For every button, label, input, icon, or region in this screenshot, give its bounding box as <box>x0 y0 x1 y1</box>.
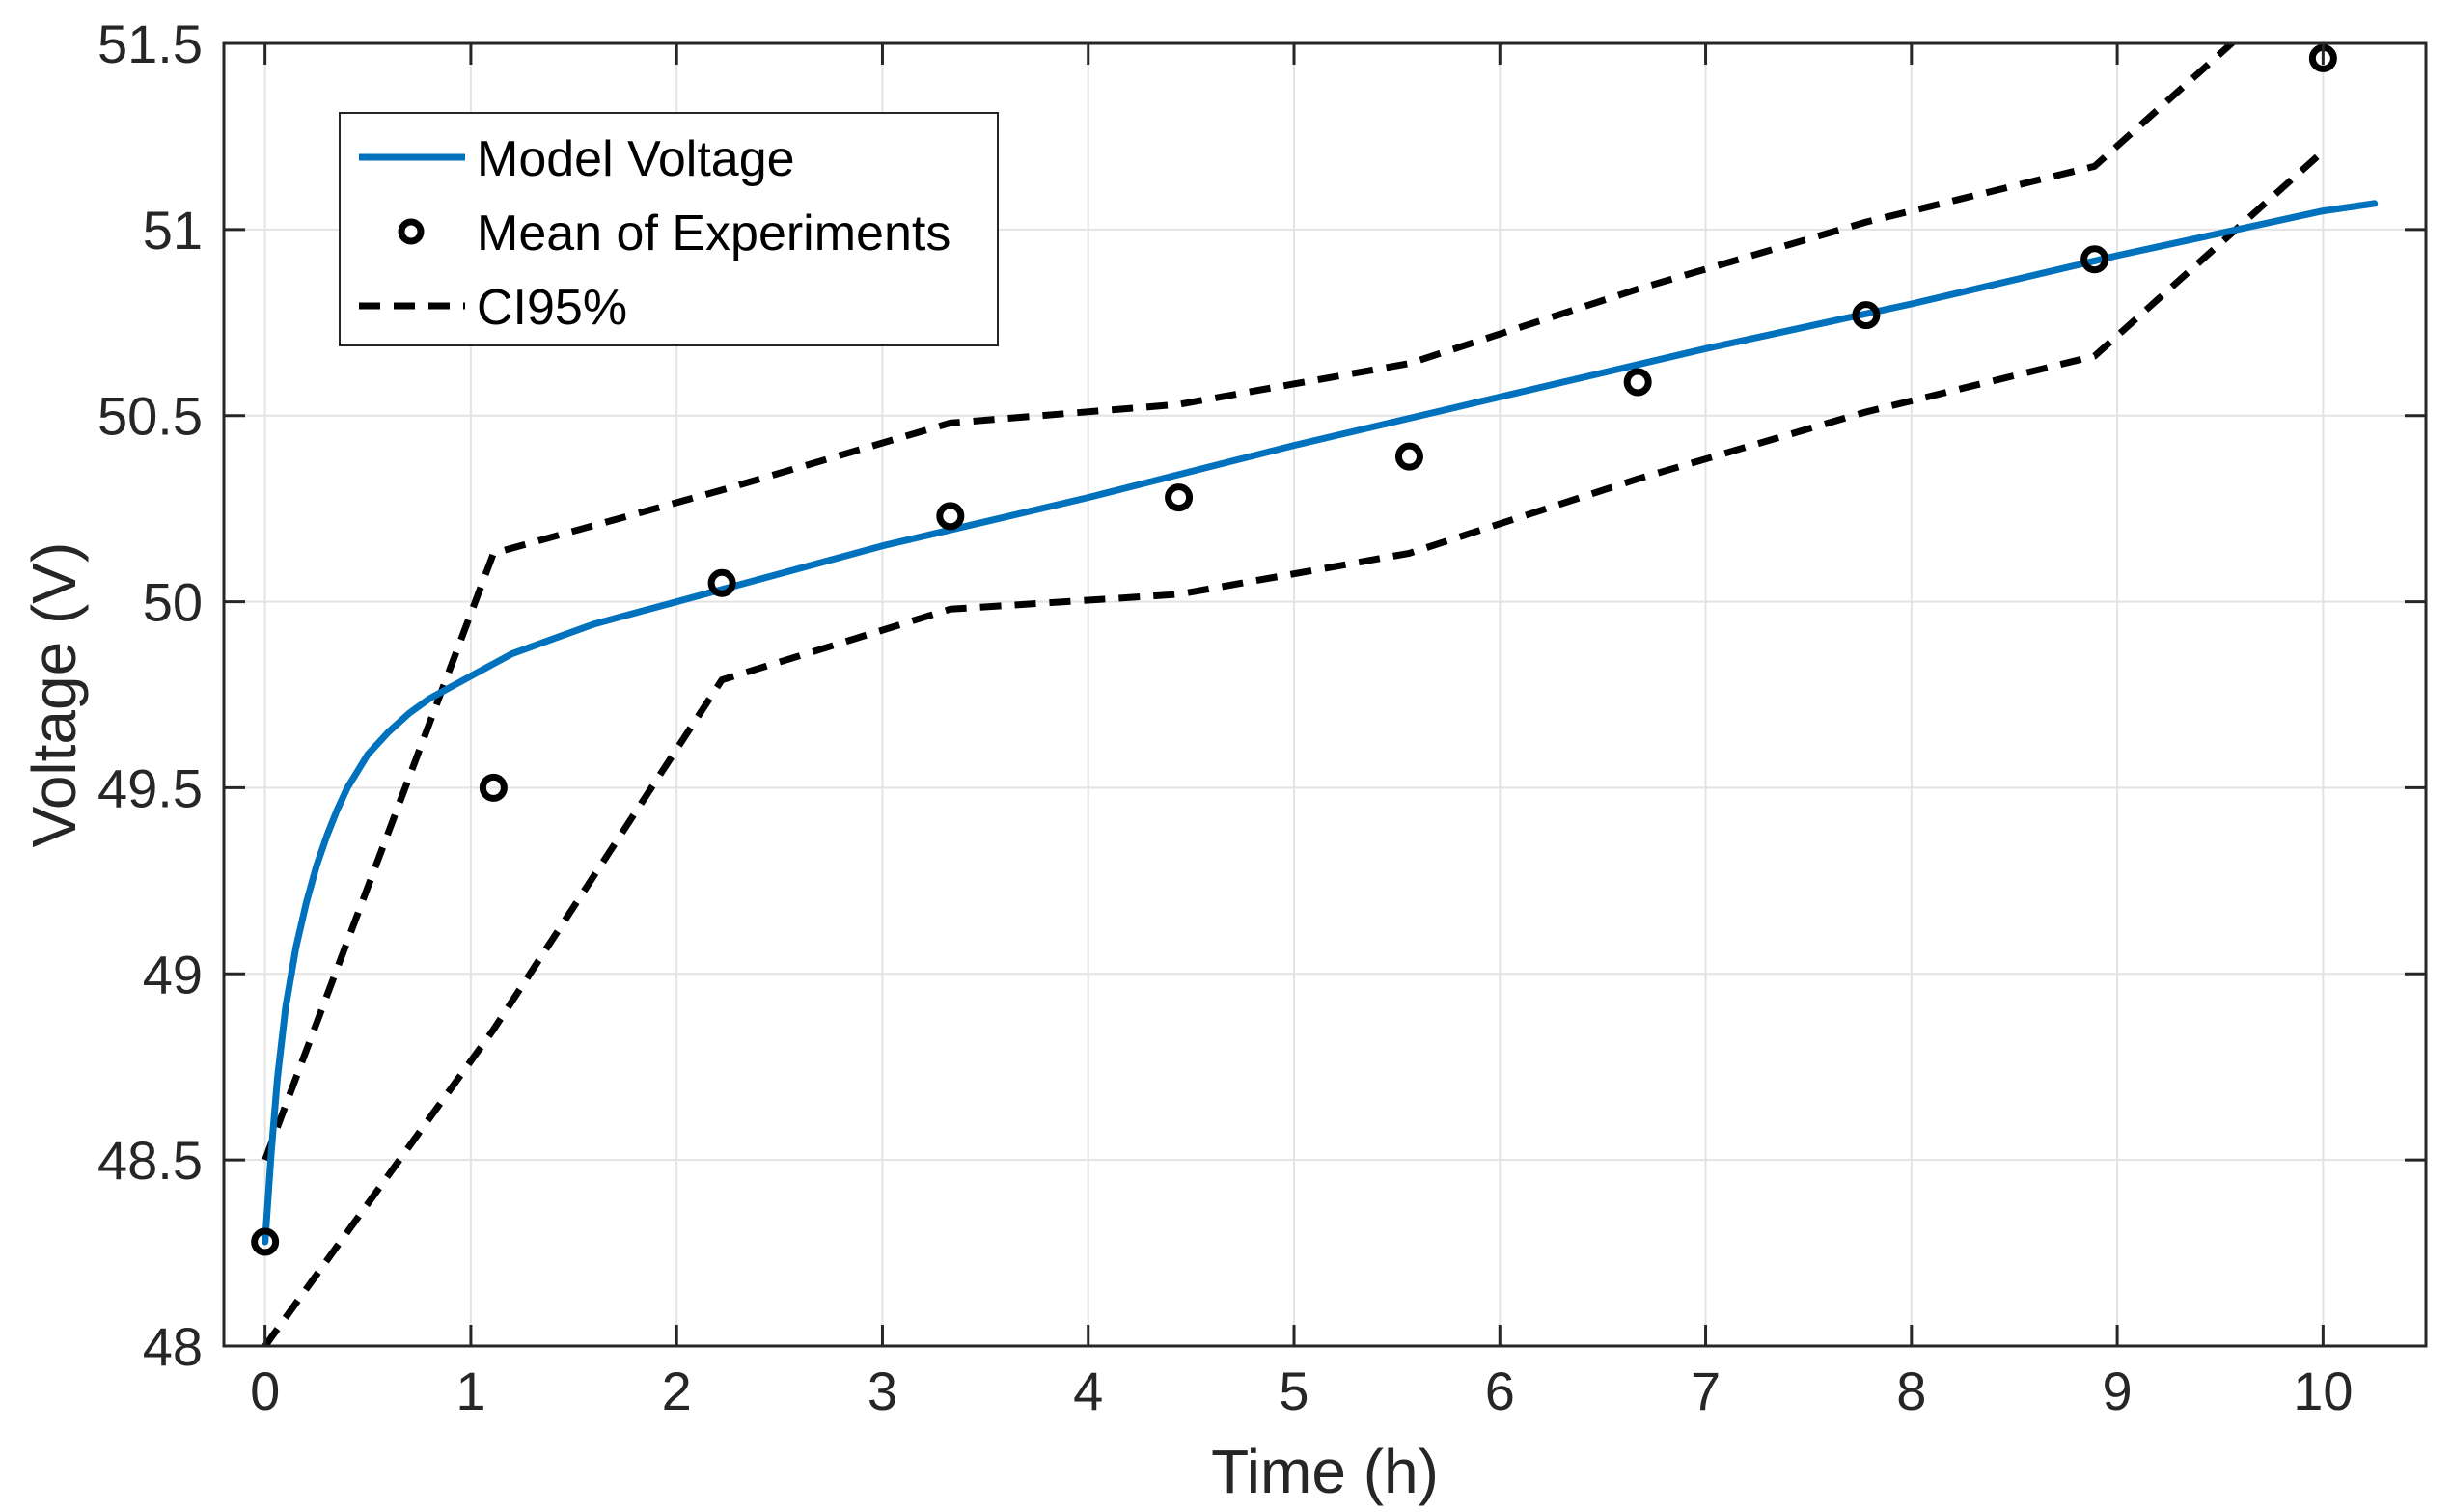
x-tick-label: 0 <box>250 1361 280 1421</box>
y-tick-label: 51 <box>143 200 203 261</box>
x-axis-label: Time (h) <box>1211 1437 1439 1506</box>
x-tick-label: 4 <box>1073 1361 1103 1421</box>
y-tick-label: 51.5 <box>97 14 203 74</box>
x-tick-label: 5 <box>1279 1361 1309 1421</box>
x-tick-label: 3 <box>868 1361 897 1421</box>
y-tick-label: 48 <box>143 1316 203 1377</box>
y-tick-label: 50.5 <box>97 386 203 447</box>
x-tick-label: 2 <box>662 1361 692 1421</box>
voltage-chart: 0 1 2 3 4 5 6 7 8 9 10 48 48.5 49 49.5 50 50.5 51 51.5 Tim… <box>0 0 2452 1512</box>
y-tick-label: 49 <box>143 944 203 1004</box>
y-axis-label: Voltage (V) <box>19 542 89 848</box>
x-tick-label: 9 <box>2103 1361 2133 1421</box>
y-tick-label: 50 <box>143 572 203 633</box>
x-tick-label: 7 <box>1691 1361 1721 1421</box>
legend-label-experiments: Mean of Experiments <box>477 206 950 261</box>
y-tick-label: 49.5 <box>97 757 203 818</box>
y-tick-label: 48.5 <box>97 1130 203 1191</box>
legend: Model Voltage Mean of Experiments CI95% <box>340 113 998 345</box>
x-tick-label: 1 <box>455 1361 485 1421</box>
x-tick-label: 8 <box>1896 1361 1926 1421</box>
x-tick-label: 6 <box>1485 1361 1515 1421</box>
x-tick-label: 10 <box>2293 1361 2353 1421</box>
legend-label-model: Model Voltage <box>477 131 795 187</box>
legend-label-ci: CI95% <box>477 280 627 336</box>
